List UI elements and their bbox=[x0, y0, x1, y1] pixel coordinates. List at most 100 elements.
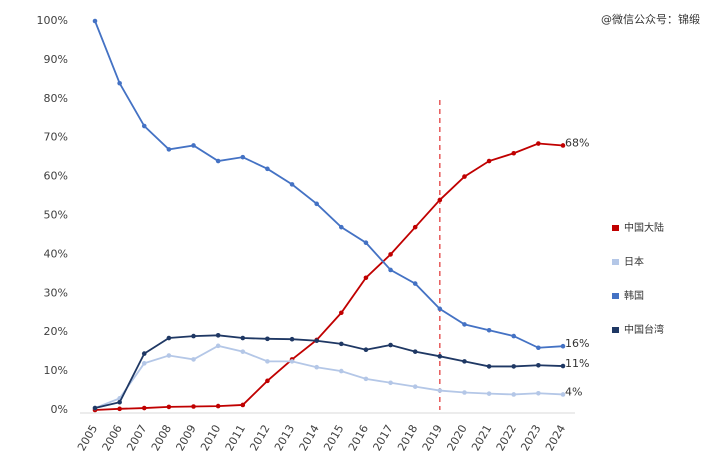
point bbox=[289, 336, 295, 342]
point bbox=[363, 275, 369, 281]
point bbox=[166, 404, 172, 410]
x-tick-label: 2009 bbox=[173, 423, 198, 454]
x-tick-label: 2024 bbox=[543, 423, 568, 454]
point bbox=[462, 322, 467, 327]
point bbox=[437, 306, 443, 312]
y-tick-label: 20% bbox=[44, 325, 68, 338]
point bbox=[141, 351, 147, 356]
x-tick-label: 2018 bbox=[395, 423, 420, 454]
point bbox=[117, 80, 122, 86]
series-line bbox=[94, 334, 564, 409]
x-tick-label: 2006 bbox=[100, 423, 125, 454]
point bbox=[215, 333, 221, 338]
point bbox=[412, 281, 418, 286]
x-tick-label: 2015 bbox=[321, 423, 346, 454]
point bbox=[265, 378, 270, 384]
point bbox=[141, 405, 147, 411]
point bbox=[363, 347, 369, 353]
point bbox=[437, 354, 443, 359]
point bbox=[388, 380, 393, 386]
point bbox=[215, 343, 221, 349]
point bbox=[437, 388, 443, 393]
point bbox=[511, 333, 517, 339]
point bbox=[363, 376, 369, 382]
point bbox=[265, 336, 270, 342]
x-tick-label: 2012 bbox=[247, 423, 272, 454]
point bbox=[92, 18, 98, 24]
point bbox=[536, 141, 541, 146]
y-tick-label: 90% bbox=[44, 53, 68, 66]
x-tick-label: 2014 bbox=[297, 423, 322, 454]
y-tick-label: 60% bbox=[44, 170, 68, 183]
point bbox=[117, 406, 122, 412]
x-tick-label: 2005 bbox=[75, 423, 100, 454]
point bbox=[536, 390, 541, 396]
point bbox=[191, 143, 196, 148]
x-tick-label: 2022 bbox=[494, 423, 519, 454]
point bbox=[388, 252, 393, 257]
point bbox=[339, 310, 344, 316]
x-tick-label: 2010 bbox=[198, 423, 223, 454]
legend-swatch bbox=[612, 293, 619, 299]
point bbox=[215, 158, 221, 164]
legend-label: 韩国 bbox=[624, 289, 644, 302]
end-label: 68% bbox=[565, 136, 589, 149]
y-tick-label: 70% bbox=[44, 131, 68, 144]
y-tick-label: 40% bbox=[44, 247, 68, 260]
point bbox=[388, 267, 393, 273]
y-tick-label: 10% bbox=[44, 364, 68, 377]
point bbox=[240, 335, 246, 341]
legend-swatch bbox=[612, 327, 619, 333]
point bbox=[486, 391, 492, 396]
point bbox=[486, 327, 492, 333]
x-tick-label: 2021 bbox=[469, 422, 494, 453]
point bbox=[265, 359, 270, 364]
point bbox=[289, 359, 295, 364]
point bbox=[265, 166, 270, 172]
x-tick-label: 2023 bbox=[518, 423, 543, 454]
x-tick-label: 2020 bbox=[444, 423, 469, 454]
point bbox=[560, 343, 566, 349]
point bbox=[191, 404, 196, 409]
y-tick-label: 50% bbox=[44, 209, 68, 222]
point bbox=[289, 182, 295, 187]
point bbox=[462, 174, 467, 179]
point bbox=[191, 357, 196, 362]
point bbox=[412, 384, 418, 389]
series-line bbox=[94, 142, 564, 411]
point bbox=[117, 399, 122, 405]
y-tick-label: 80% bbox=[44, 92, 68, 105]
point bbox=[560, 143, 566, 148]
legend-swatch bbox=[612, 259, 619, 265]
x-tick-label: 2011 bbox=[223, 423, 248, 454]
point bbox=[240, 349, 246, 354]
point bbox=[560, 363, 566, 369]
x-tick-label: 2019 bbox=[420, 423, 445, 454]
point bbox=[511, 150, 517, 156]
point bbox=[339, 224, 344, 230]
point bbox=[486, 364, 492, 369]
point bbox=[166, 147, 172, 152]
point bbox=[511, 392, 517, 397]
series-line bbox=[94, 20, 564, 349]
point bbox=[339, 368, 344, 374]
x-tick-label: 2017 bbox=[371, 423, 396, 454]
point bbox=[339, 341, 344, 347]
x-tick-label: 2016 bbox=[346, 423, 371, 454]
y-tick-label: 30% bbox=[44, 286, 68, 299]
y-tick-label: 0% bbox=[51, 403, 68, 416]
point bbox=[141, 361, 147, 366]
point bbox=[462, 390, 467, 395]
point bbox=[437, 197, 443, 203]
point bbox=[511, 364, 517, 369]
legend-label: 中国大陆 bbox=[624, 221, 664, 234]
legend-label: 日本 bbox=[624, 255, 644, 268]
point bbox=[462, 359, 467, 364]
point bbox=[314, 201, 319, 207]
point bbox=[141, 123, 147, 129]
end-label: 11% bbox=[565, 357, 589, 370]
point bbox=[314, 364, 319, 370]
point bbox=[388, 342, 393, 348]
point bbox=[166, 335, 172, 341]
